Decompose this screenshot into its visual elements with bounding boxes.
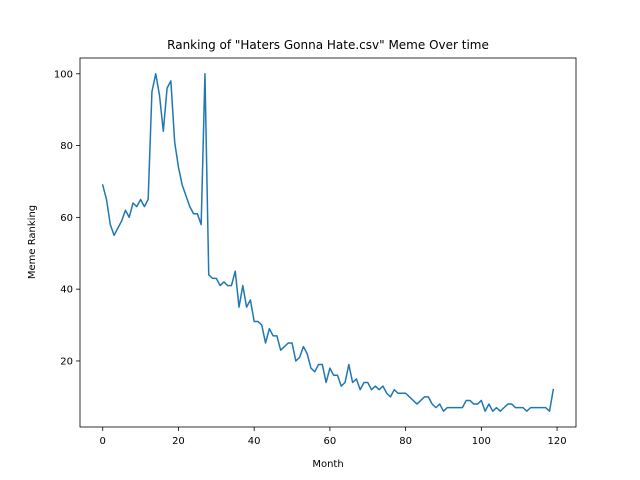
x-tick-label: 120 [548,436,567,447]
chart-title: Ranking of "Haters Gonna Hate.csv" Meme … [167,38,489,52]
x-tick-label: 0 [100,436,106,447]
plot-area [79,57,577,428]
y-tick-label: 20 [60,356,73,367]
y-axis-ticks: 20 40 60 80 100 [54,69,80,367]
x-tick-label: 40 [248,436,261,447]
x-axis-label: Month [312,459,343,470]
y-tick-label: 100 [54,69,73,80]
x-tick-label: 100 [472,436,491,447]
y-axis-label: Meme Ranking [27,205,38,279]
series-line-1 [101,73,555,412]
y-tick-label: 80 [60,141,73,152]
x-tick-label: 20 [172,436,185,447]
x-tick-label: 80 [399,436,412,447]
y-tick-label: 60 [60,213,73,224]
x-axis-ticks: 0 20 40 60 80 100 120 [100,427,567,447]
plot-frame [79,57,577,428]
y-tick-label: 40 [60,285,73,296]
x-tick-label: 60 [324,436,337,447]
